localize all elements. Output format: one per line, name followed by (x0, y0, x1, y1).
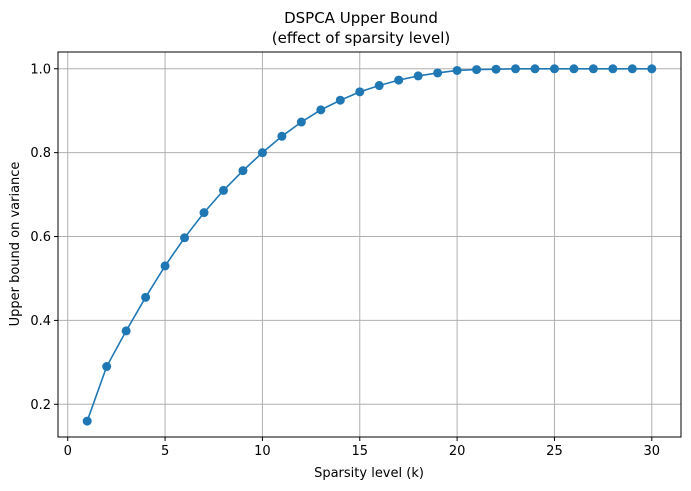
data-point (433, 68, 443, 78)
data-point (257, 148, 267, 158)
chart-title: DSPCA Upper Bound (284, 9, 438, 27)
data-point (316, 105, 326, 115)
data-point (180, 233, 190, 243)
series-line (86, 67, 652, 422)
data-point (647, 64, 657, 74)
data-point (413, 71, 423, 81)
data-point (335, 95, 345, 105)
y-tick-label: 0.8 (30, 146, 51, 161)
data-point (160, 261, 170, 271)
data-point (141, 292, 151, 302)
data-point (355, 87, 365, 97)
y-tick-label: 1.0 (30, 62, 51, 77)
data-point (238, 166, 248, 176)
data-point (569, 64, 579, 74)
data-point (511, 64, 521, 74)
x-tick-label: 25 (546, 444, 563, 459)
x-tick-label: 15 (351, 444, 368, 459)
axis-ticks: 0 5 10 15 20 25 30 0.2 0.4 0.6 0.8 1.0 (30, 62, 660, 459)
x-tick-label: 5 (161, 444, 169, 459)
x-tick-label: 20 (449, 444, 466, 459)
data-point (296, 117, 306, 127)
y-tick-label: 0.6 (30, 230, 51, 245)
data-point (491, 64, 501, 74)
data-point (102, 362, 112, 372)
data-point (199, 208, 209, 218)
grid (58, 52, 681, 437)
chart-subtitle: (effect of sparsity level) (272, 29, 451, 47)
x-tick-label: 10 (254, 444, 271, 459)
series (82, 64, 657, 426)
data-point (472, 65, 482, 75)
data-point (549, 64, 559, 74)
data-point (218, 185, 228, 195)
data-point (588, 64, 598, 74)
y-axis-label: Upper bound on variance (8, 162, 23, 327)
data-point (121, 326, 131, 336)
y-tick-label: 0.2 (30, 398, 51, 413)
y-tick-label: 0.4 (30, 314, 51, 329)
data-point (627, 64, 637, 74)
data-point (374, 81, 384, 91)
data-point (394, 75, 404, 85)
x-tick-label: 0 (64, 444, 72, 459)
x-axis-label: Sparsity level (k) (314, 466, 424, 481)
data-point (530, 64, 540, 74)
x-tick-label: 30 (644, 444, 661, 459)
data-point (82, 416, 92, 426)
plot-area (57, 51, 682, 438)
data-point (452, 65, 462, 75)
data-point (608, 64, 618, 74)
data-point (277, 131, 287, 141)
